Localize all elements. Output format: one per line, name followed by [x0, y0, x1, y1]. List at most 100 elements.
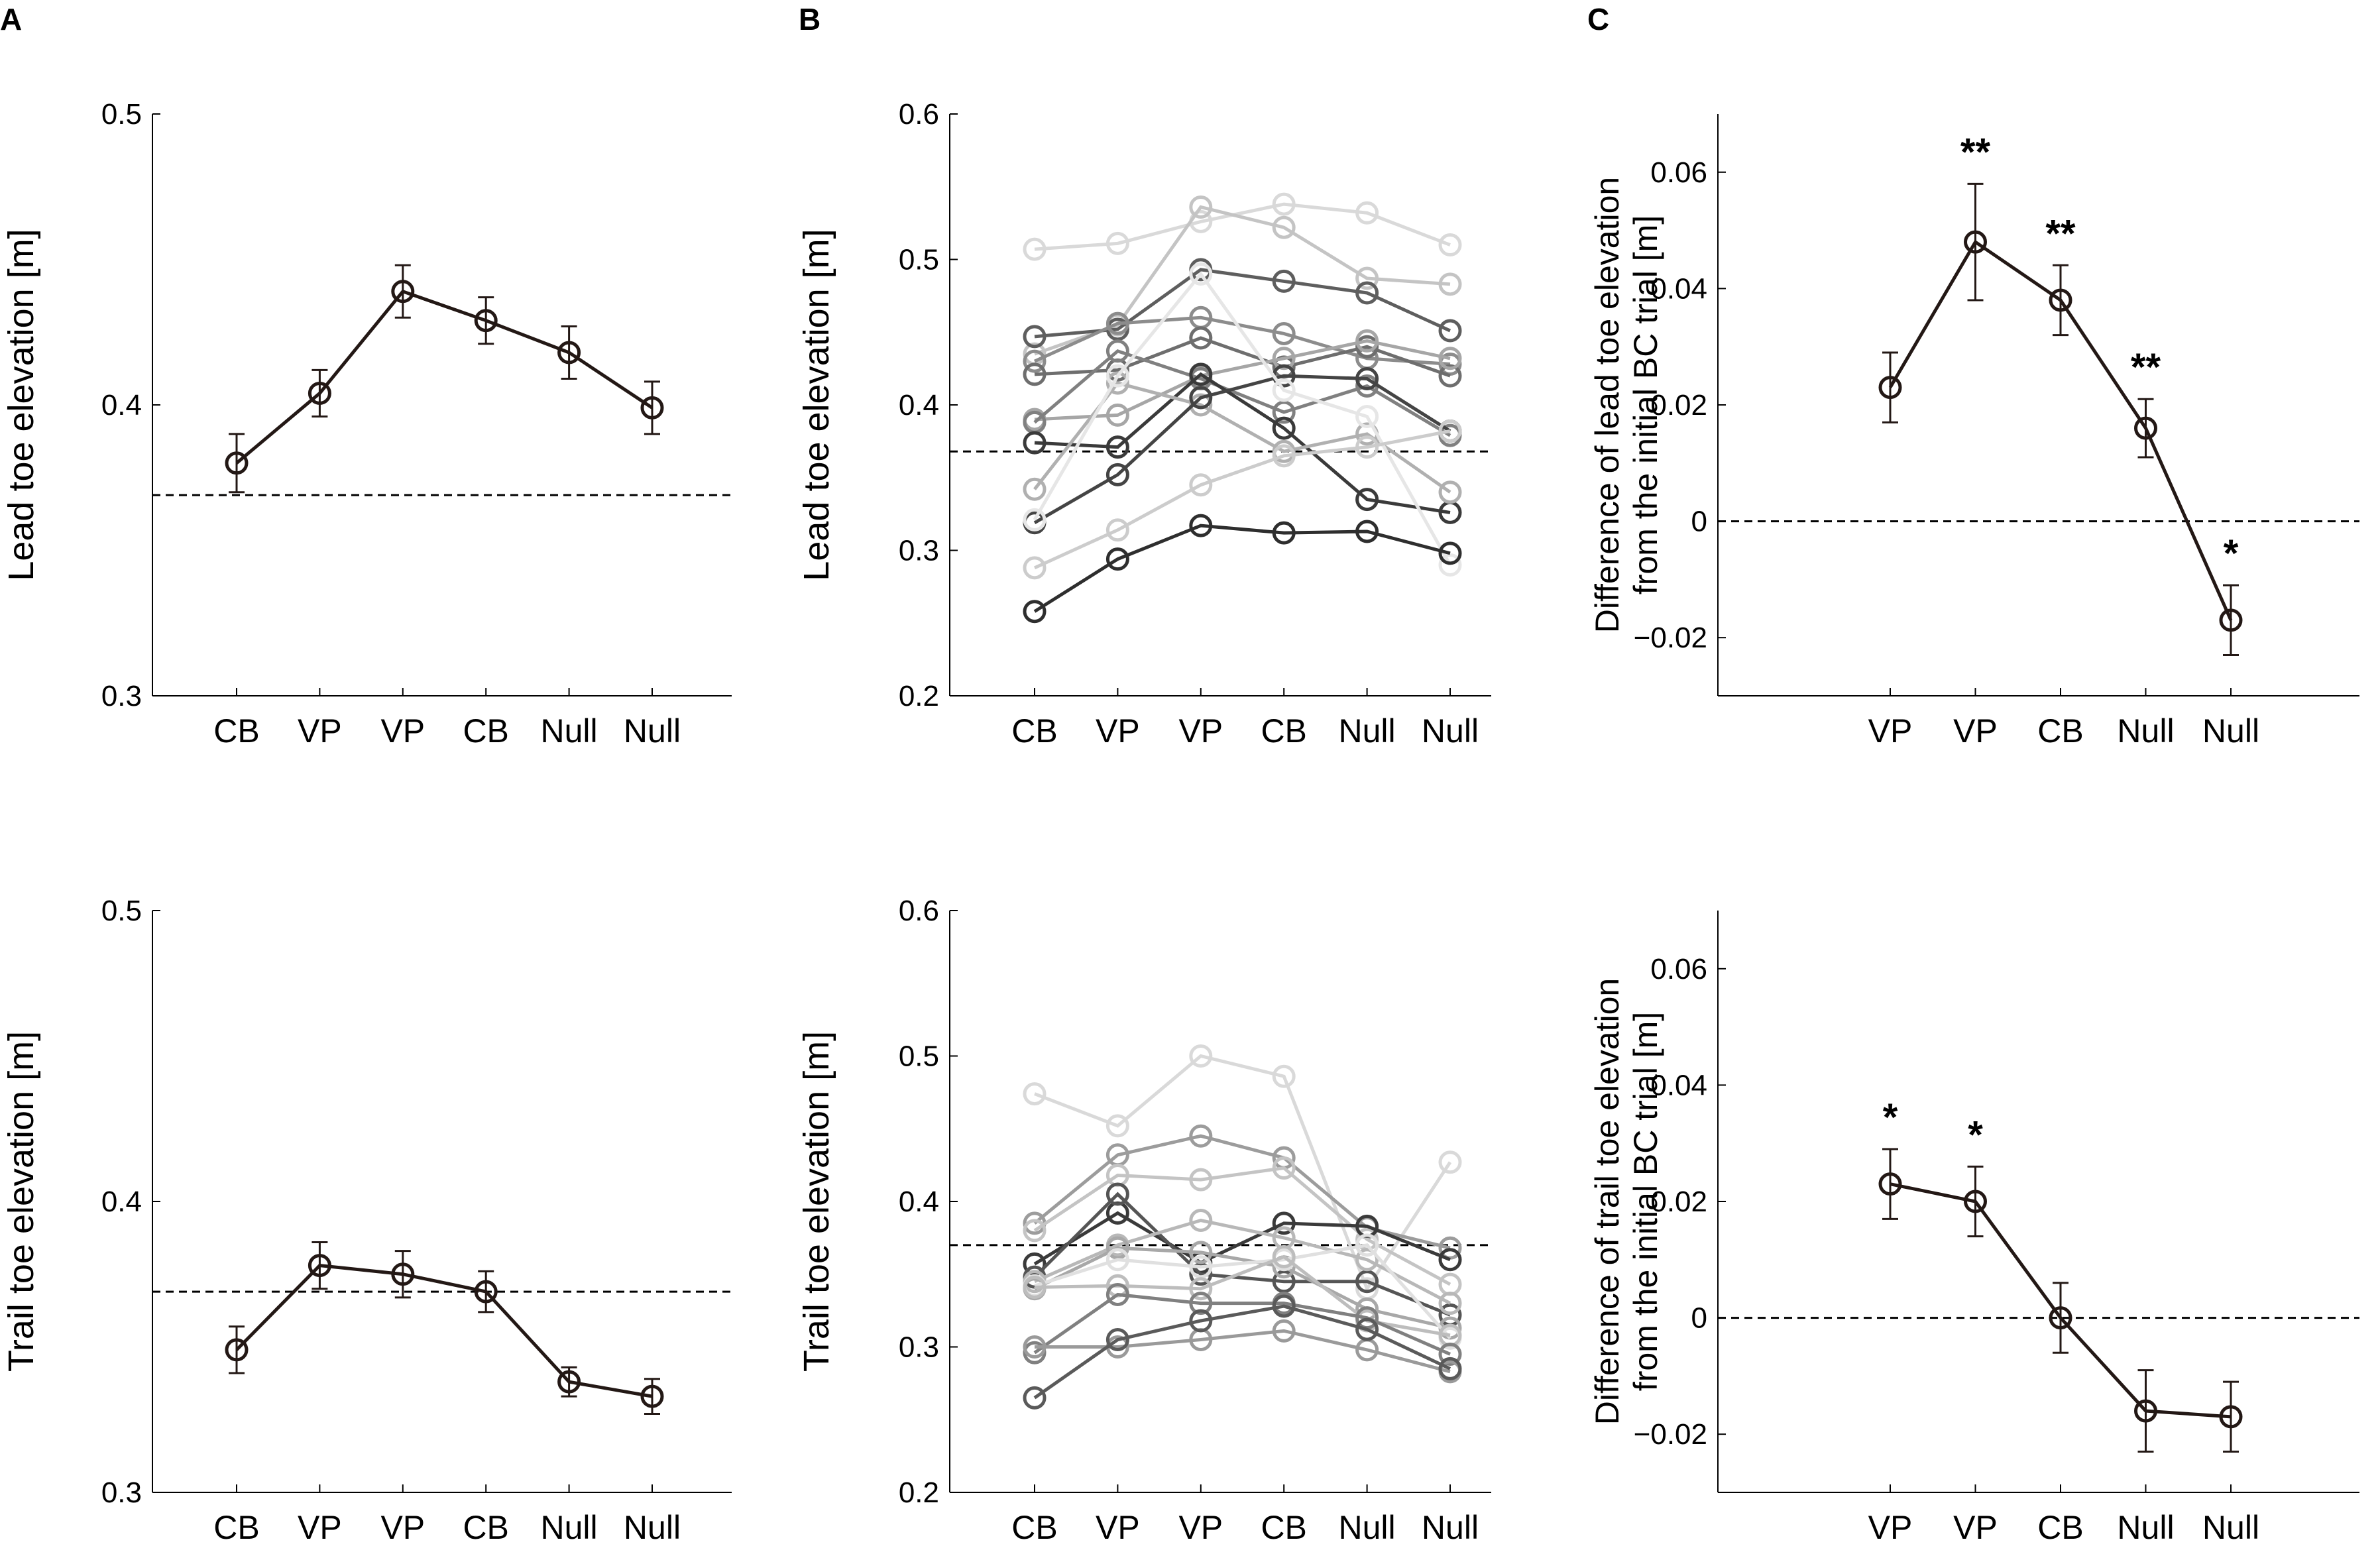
data-point [1964, 230, 1987, 254]
x-tick-label: Null [2117, 712, 2174, 750]
data-point [308, 1254, 331, 1278]
data-point [1272, 1294, 1296, 1318]
y-tick-label: 0.3 [899, 1331, 939, 1364]
data-point [2049, 1306, 2072, 1330]
y-tick-label: 0.5 [899, 1040, 939, 1073]
y-tick-label: 0.06 [1650, 953, 1707, 985]
data-point [2219, 608, 2243, 632]
series-line [1034, 336, 1451, 378]
significance-marker: * [2224, 532, 2239, 575]
significance-marker: * [1883, 1096, 1898, 1139]
y-tick-label: 0.3 [101, 680, 142, 712]
chart-b-bottom: 0.2 0.3 0.4 0.5 0.6 CB VP VP CB Null Null Trail toe… [797, 895, 1491, 1546]
chart-a-bottom: 0.3 0.4 0.5 CB VP VP CB Null Null Trail toe eleva… [1, 895, 732, 1546]
y-tick-label: −0.02 [1634, 622, 1707, 654]
series-line [1890, 1182, 2232, 1419]
data-point [1189, 1124, 1213, 1148]
data-point [1189, 1044, 1213, 1068]
data-point [1272, 444, 1296, 468]
significance-marker: * [1968, 1113, 1983, 1156]
data-point [1438, 233, 1462, 257]
x-tick-label: CB [2037, 712, 2083, 750]
series-line [1034, 339, 1451, 421]
data-point [1105, 403, 1129, 427]
data-point [1189, 1309, 1213, 1333]
data-point [474, 309, 498, 333]
data-point [2134, 416, 2157, 440]
data-point [1189, 262, 1213, 286]
series-line [1034, 372, 1451, 514]
series-line [1033, 1192, 1451, 1317]
data-point [1023, 600, 1047, 624]
data-point [1023, 1252, 1047, 1276]
data-point [225, 1338, 249, 1362]
x-tick-label: VP [1868, 1509, 1913, 1546]
data-point [1105, 1282, 1129, 1306]
x-tick-label: CB [213, 1509, 259, 1546]
data-point [1272, 1270, 1296, 1294]
x-tick-label: Null [624, 1509, 681, 1546]
data-point [1023, 1335, 1047, 1359]
data-point [1105, 547, 1129, 571]
y-axis-label: Difference of trail toe elevation [1589, 978, 1626, 1425]
data-point [1438, 319, 1462, 343]
data-point [1964, 1190, 1987, 1213]
data-point [557, 341, 581, 364]
data-point [1189, 1262, 1213, 1286]
x-tick-label: Null [541, 1509, 598, 1546]
data-point [1272, 215, 1296, 239]
data-point [1105, 311, 1129, 335]
data-point [1272, 416, 1296, 440]
data-point [1189, 326, 1213, 350]
data-point [1355, 1233, 1379, 1257]
x-tick-label: Null [624, 712, 681, 750]
data-point [1023, 1386, 1047, 1410]
data-point [1105, 1182, 1129, 1206]
x-tick-label: CB [463, 712, 508, 750]
chart-a-top: 0.3 0.4 0.5 CB VP VP CB Null Null Lead toe elevat… [1, 98, 732, 750]
y-tick-label: 0.5 [101, 895, 142, 927]
data-point [1023, 1219, 1047, 1243]
data-point [1438, 272, 1462, 296]
data-point [1272, 1156, 1296, 1180]
x-tick-label: CB [1261, 712, 1306, 750]
chart-b-top: 0.2 0.3 0.4 0.5 0.6 CB VP VP CB Null Null Lead toe … [797, 98, 1491, 750]
data-point [1105, 1114, 1129, 1138]
significance-marker: ** [2045, 212, 2076, 255]
series-line [1033, 349, 1451, 437]
data-point [1272, 269, 1296, 293]
series-line [1033, 1166, 1451, 1286]
y-axis-label: Lead toe elevation [m] [797, 229, 836, 581]
data-point [1023, 477, 1047, 501]
data-point [1355, 1248, 1379, 1272]
data-point [1438, 419, 1462, 443]
x-tick-label: VP [380, 712, 425, 750]
data-point [1355, 201, 1379, 225]
data-point [1355, 488, 1379, 512]
data-point [640, 396, 664, 419]
data-point [1189, 1241, 1213, 1264]
data-point [391, 1262, 415, 1286]
data-point [1105, 231, 1129, 255]
data-point [1272, 347, 1296, 370]
chart-c-bottom: −0.02 0 0.02 0.04 0.06 VP VP CB Null Null Differen… [1589, 911, 2359, 1546]
series-line [1888, 239, 2233, 621]
data-point [1355, 329, 1379, 353]
significance-marker: ** [2131, 346, 2161, 389]
data-point [1023, 349, 1047, 373]
data-point [1189, 1292, 1213, 1315]
x-tick-label: Null [1422, 1509, 1479, 1546]
data-point [1355, 266, 1379, 290]
y-tick-label: 0.6 [899, 895, 939, 927]
data-point [1105, 435, 1129, 459]
x-tick-label: Null [1339, 712, 1396, 750]
series-line [1033, 1292, 1451, 1356]
series-line [235, 1263, 653, 1398]
data-point [1272, 1245, 1296, 1268]
y-axis-label: Trail toe elevation [m] [797, 1031, 836, 1372]
x-tick-label: Null [2117, 1509, 2174, 1546]
data-point [1023, 362, 1047, 386]
data-point [1438, 1150, 1462, 1174]
data-point [1023, 1082, 1047, 1106]
